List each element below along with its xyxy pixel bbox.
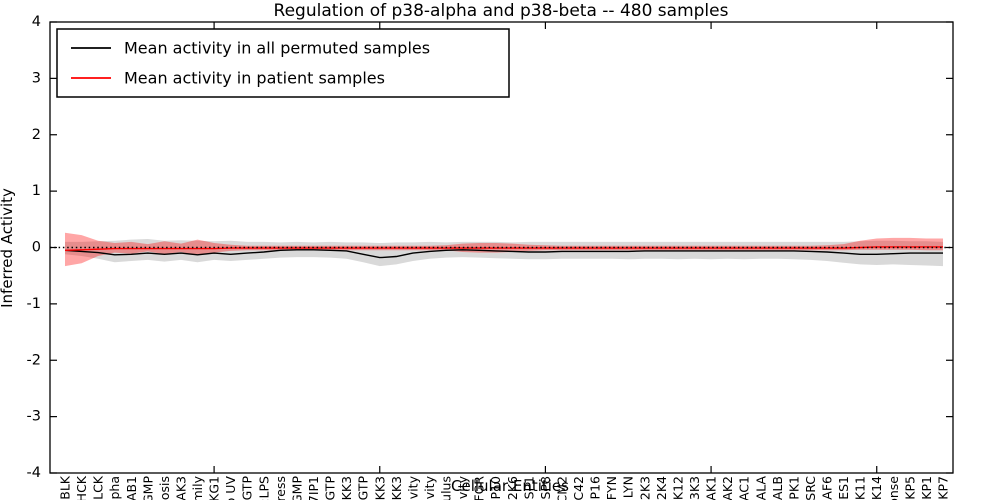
y-tick-label: 2 xyxy=(32,127,41,143)
y-tick-label: 3 xyxy=(32,70,41,86)
legend-frame xyxy=(56,28,510,98)
x-tick-label: PAK1 xyxy=(704,476,719,500)
x-tick-label: MAP3K12 xyxy=(670,476,685,500)
x-tick-label: mol:LPS xyxy=(256,476,271,500)
x-tick-label: LCK xyxy=(91,475,106,500)
x-tick-label: MAP2K3 xyxy=(637,476,652,500)
x-tick-label: RALB xyxy=(770,476,785,500)
x-tick-label: RAL/GTP xyxy=(356,476,371,500)
y-tick-label: -1 xyxy=(27,296,41,312)
x-tick-label: PAK3 xyxy=(173,476,188,500)
x-tick-label: p38alpha-beta/MKP1 xyxy=(919,476,934,500)
x-tick-label: HCK xyxy=(74,475,89,500)
x-tick-label: RAC1/OSM/MEKK3/MKK3 xyxy=(339,476,354,500)
x-tick-label: DUSP8 xyxy=(538,476,553,500)
x-tick-label: RIP1/MEKK3 xyxy=(372,476,387,500)
x-tick-label: FYN xyxy=(604,476,619,500)
y-tick-label: -4 xyxy=(27,465,41,481)
patient-range-band xyxy=(65,232,943,267)
x-tick-label: LYN xyxy=(621,476,636,498)
x-tick-label: DUSP16 xyxy=(588,476,603,500)
x-tick-label: PGK/cGMP/p38 alpha xyxy=(107,476,122,500)
x-tick-label: SRC xyxy=(803,476,818,500)
x-tick-label: RAC1-CDC42/GTP xyxy=(323,476,338,500)
x-tick-label: YES1 xyxy=(836,476,851,500)
x-tick-label: MAP2K6 xyxy=(505,476,520,500)
permuted-mean-line xyxy=(64,249,943,259)
x-tick-label: positive regulation of innate immune res… xyxy=(886,476,901,500)
legend-label-patient: Mean activity in patient samples xyxy=(124,69,385,88)
x-tick-label: TRAF6 xyxy=(820,476,835,500)
bands-layer xyxy=(65,232,943,267)
chart-title: Regulation of p38-alpha and p38-beta -- … xyxy=(274,1,729,21)
x-tick-label: interleukin-1 receptor activity xyxy=(422,475,437,500)
x-tick-label: p38alpha-beta/MKP7 xyxy=(936,476,951,500)
x-tick-label: PGK/cGMP xyxy=(140,476,155,500)
legend: Mean activity in all permuted samples Me… xyxy=(56,28,510,98)
x-tick-label: response to stress xyxy=(273,476,288,500)
x-tick-label: MAP2K4 xyxy=(654,476,669,500)
x-axis-label: Cellular Entities xyxy=(451,477,569,495)
x-tick-label: TRAF6/MEKK3 xyxy=(389,476,404,500)
x-tick-label: mol:GTP xyxy=(240,476,255,500)
y-tick-label: 0 xyxy=(32,240,41,256)
axes-layer: -4 -3 -2 -1 0 1 2 3 4 xyxy=(27,14,954,481)
x-tick-label: FGR xyxy=(472,476,487,500)
x-tick-label: RAC1-CDC42/GTP/PAK family xyxy=(190,475,205,500)
x-tick-label: response to UV xyxy=(223,476,238,500)
y-tick-label: 1 xyxy=(32,183,41,199)
x-tick-label: MAPK11 xyxy=(853,476,868,500)
x-tick-label: response to insulin stimulus xyxy=(439,476,454,500)
patient-mean-line xyxy=(64,246,943,251)
x-tick-label: DUSP1 xyxy=(521,476,536,500)
x-tick-label: RAC1 xyxy=(737,476,752,500)
x-tick-label: MAPK14 xyxy=(869,476,884,500)
x-tick-label: CCM2 xyxy=(554,476,569,500)
y-tick-label: 4 xyxy=(32,14,41,30)
x-tick-label: MAP3K7IP1 xyxy=(306,476,321,500)
legend-label-permuted: Mean activity in all permuted samples xyxy=(124,39,430,58)
x-tick-label: mol:cGMP xyxy=(289,476,304,500)
x-tick-label: p38 alpha/TAB1 xyxy=(124,476,139,500)
y-tick-label: -3 xyxy=(27,409,41,425)
x-tick-label: MAP3K3 xyxy=(687,476,702,500)
x-tick-labels: BLKHCKLCKPGK/cGMP/p38 alphap38 alpha/TAB… xyxy=(58,475,951,500)
y-axis-label: Inferred Activity xyxy=(0,188,16,308)
x-tick-label: p38alpha-beta/MKP5 xyxy=(902,476,917,500)
x-tick-label: BLK xyxy=(58,475,73,500)
x-tick-label: apoptosis xyxy=(157,476,172,500)
permuted-range-band xyxy=(65,239,943,267)
x-tick-label: DUSP10 xyxy=(488,476,503,500)
x-tick-label: PAK2 xyxy=(720,476,735,500)
x-tick-label: tumor necrosis factor receptor activity xyxy=(405,475,420,500)
lines-layer xyxy=(64,246,943,259)
x-tick-label: RIPK1 xyxy=(786,476,801,500)
x-tick-label: RALA xyxy=(753,476,768,500)
x-tick-label: epidermal growth factor receptor activit… xyxy=(455,475,470,500)
x-tick-label: PRKG1 xyxy=(207,476,222,500)
y-tick-label: -2 xyxy=(27,352,41,368)
x-tick-label: CDC42 xyxy=(571,476,586,500)
